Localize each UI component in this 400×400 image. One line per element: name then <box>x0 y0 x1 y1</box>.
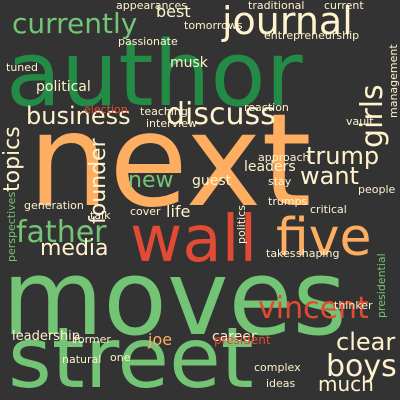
word-complex: complex <box>254 361 301 374</box>
word-approach: approach <box>258 151 310 164</box>
word-takes: takes <box>266 247 296 260</box>
word-author: author <box>6 22 303 127</box>
word-media: media <box>40 236 109 261</box>
word-discuss: discuss <box>166 97 276 132</box>
word-business: business <box>26 102 131 130</box>
word-best: best <box>156 2 191 21</box>
word-journal: journal <box>222 0 353 43</box>
word-political: political <box>36 79 91 95</box>
word-father: father <box>16 215 107 250</box>
word-entrepreneurship: entrepreneurship <box>264 29 360 42</box>
word-tuned: tuned <box>6 61 39 74</box>
word-cover: cover <box>130 205 161 218</box>
word-ideas: ideas <box>266 377 296 390</box>
word-clear: clear <box>336 328 396 356</box>
word-tomorrows: tomorrows <box>184 19 243 32</box>
word-current: current <box>324 0 364 12</box>
word-moves: moves <box>2 237 347 359</box>
word-perspectives: perspectives <box>5 191 18 262</box>
word-leadership: leadership <box>12 329 81 344</box>
word-natural: natural <box>62 353 102 366</box>
word-stay: stay <box>268 175 292 188</box>
word-musk: musk <box>170 55 208 71</box>
word-traditional: traditional <box>248 0 305 12</box>
word-politics: politics <box>235 205 248 244</box>
word-presidential: presidential <box>375 253 388 318</box>
word-people: people <box>358 183 396 196</box>
word-critical: critical <box>310 203 347 216</box>
word-boys: boys <box>326 349 397 384</box>
word-vault: vault <box>346 115 374 128</box>
word-talk: talk <box>90 209 111 222</box>
word-shaping: shaping <box>296 247 340 260</box>
word-much: much <box>318 372 374 396</box>
word-interview: interview <box>146 117 197 130</box>
word-five: five <box>276 208 372 268</box>
word-teaching: teaching <box>140 105 188 118</box>
word-generation: generation <box>24 199 84 212</box>
word-trump: trump <box>306 142 380 170</box>
word-vincent: vincent <box>258 291 369 326</box>
word-want: want <box>300 162 359 190</box>
word-thinker: thinker <box>334 299 373 312</box>
word-appearances: appearances <box>116 0 187 12</box>
word-former: former <box>74 333 111 346</box>
word-street: street <box>8 309 254 400</box>
word-reaction: reaction <box>244 101 289 114</box>
word-wall: wall <box>130 203 258 277</box>
word-joe: joe <box>148 330 173 349</box>
word-new: new <box>128 168 174 193</box>
word-one: one <box>110 351 131 364</box>
word-passionate: passionate <box>118 35 178 48</box>
word-currently: currently <box>12 7 138 40</box>
word-president: president <box>214 333 271 347</box>
word-topics: topics <box>0 126 25 192</box>
word-election: election <box>84 103 128 116</box>
word-management: management <box>387 44 400 118</box>
word-next: next <box>28 87 312 236</box>
word-career: career <box>212 329 257 345</box>
word-life: life <box>166 202 191 221</box>
word-leaders: leaders <box>244 159 296 175</box>
word-trumps: trumps <box>268 195 308 208</box>
word-guest: guest <box>192 173 232 189</box>
